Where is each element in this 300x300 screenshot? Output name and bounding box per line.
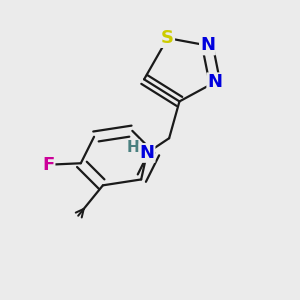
Text: S: S xyxy=(161,29,174,47)
Text: H: H xyxy=(127,140,139,155)
Text: N: N xyxy=(140,144,154,162)
Text: F: F xyxy=(42,156,55,174)
Text: N: N xyxy=(200,37,215,55)
Text: N: N xyxy=(207,73,222,91)
